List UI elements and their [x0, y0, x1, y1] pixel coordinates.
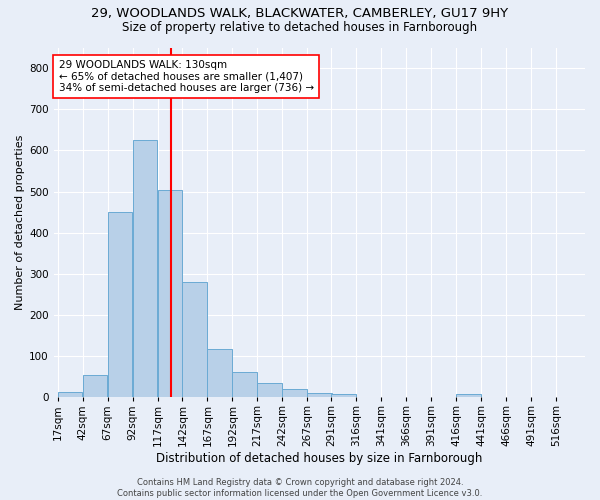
Text: 29 WOODLANDS WALK: 130sqm
← 65% of detached houses are smaller (1,407)
34% of se: 29 WOODLANDS WALK: 130sqm ← 65% of detac… [59, 60, 314, 93]
Bar [58, 392, 82, 398]
Bar [232, 372, 257, 398]
Bar [83, 374, 107, 398]
Bar [331, 394, 356, 398]
Text: Size of property relative to detached houses in Farnborough: Size of property relative to detached ho… [122, 21, 478, 34]
Bar [307, 394, 332, 398]
Bar [158, 190, 182, 398]
Bar [182, 282, 207, 398]
Bar [133, 140, 157, 398]
Bar [257, 383, 282, 398]
Bar [456, 394, 481, 398]
Text: 29, WOODLANDS WALK, BLACKWATER, CAMBERLEY, GU17 9HY: 29, WOODLANDS WALK, BLACKWATER, CAMBERLE… [91, 8, 509, 20]
X-axis label: Distribution of detached houses by size in Farnborough: Distribution of detached houses by size … [156, 452, 482, 465]
Bar [208, 349, 232, 398]
Bar [283, 389, 307, 398]
Y-axis label: Number of detached properties: Number of detached properties [15, 134, 25, 310]
Bar [107, 212, 132, 398]
Text: Contains HM Land Registry data © Crown copyright and database right 2024.
Contai: Contains HM Land Registry data © Crown c… [118, 478, 482, 498]
